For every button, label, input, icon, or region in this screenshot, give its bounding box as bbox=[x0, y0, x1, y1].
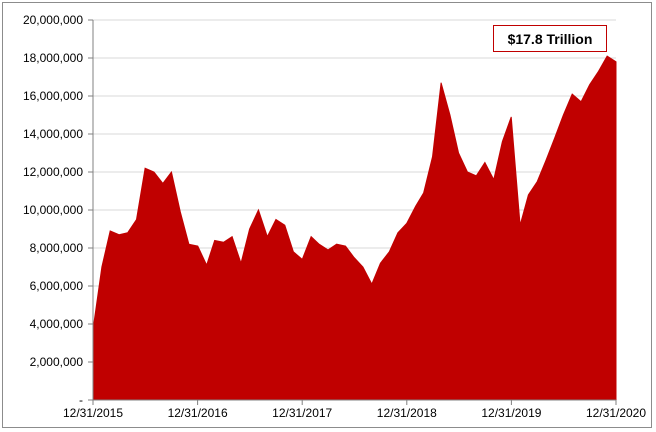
y-tick-label: 4,000,000 bbox=[30, 317, 84, 331]
x-tick-label: 12/31/2016 bbox=[168, 406, 228, 420]
x-tick-label: 12/31/2020 bbox=[586, 406, 646, 420]
y-tick-label: 18,000,000 bbox=[23, 51, 83, 65]
y-tick-label: 20,000,000 bbox=[23, 13, 83, 27]
y-tick-label: 14,000,000 bbox=[23, 127, 83, 141]
plot-area bbox=[92, 55, 617, 401]
y-tick-label: 10,000,000 bbox=[23, 203, 83, 217]
x-axis-tick-labels: 12/31/2015 12/31/2016 12/31/2017 12/31/2018… bbox=[63, 406, 646, 420]
series-area bbox=[92, 55, 617, 401]
axes bbox=[92, 20, 617, 405]
x-tick-label: 12/31/2017 bbox=[272, 406, 332, 420]
x-tick-label: 12/31/2019 bbox=[481, 406, 541, 420]
x-tick-label: 12/31/2018 bbox=[377, 406, 437, 420]
x-tick-label: 12/31/2015 bbox=[63, 406, 123, 420]
value-callout: $17.8 Trillion bbox=[493, 25, 607, 52]
y-tick-label: 8,000,000 bbox=[30, 241, 84, 255]
y-tick-label: - bbox=[79, 393, 83, 407]
y-tick-label: 12,000,000 bbox=[23, 165, 83, 179]
y-tick-label: 16,000,000 bbox=[23, 89, 83, 103]
y-tick-label: 2,000,000 bbox=[30, 355, 84, 369]
y-axis-tick-labels: - 2,000,000 4,000,000 6,000,000 8,000,000 10,… bbox=[23, 13, 83, 407]
y-tick-label: 6,000,000 bbox=[30, 279, 84, 293]
